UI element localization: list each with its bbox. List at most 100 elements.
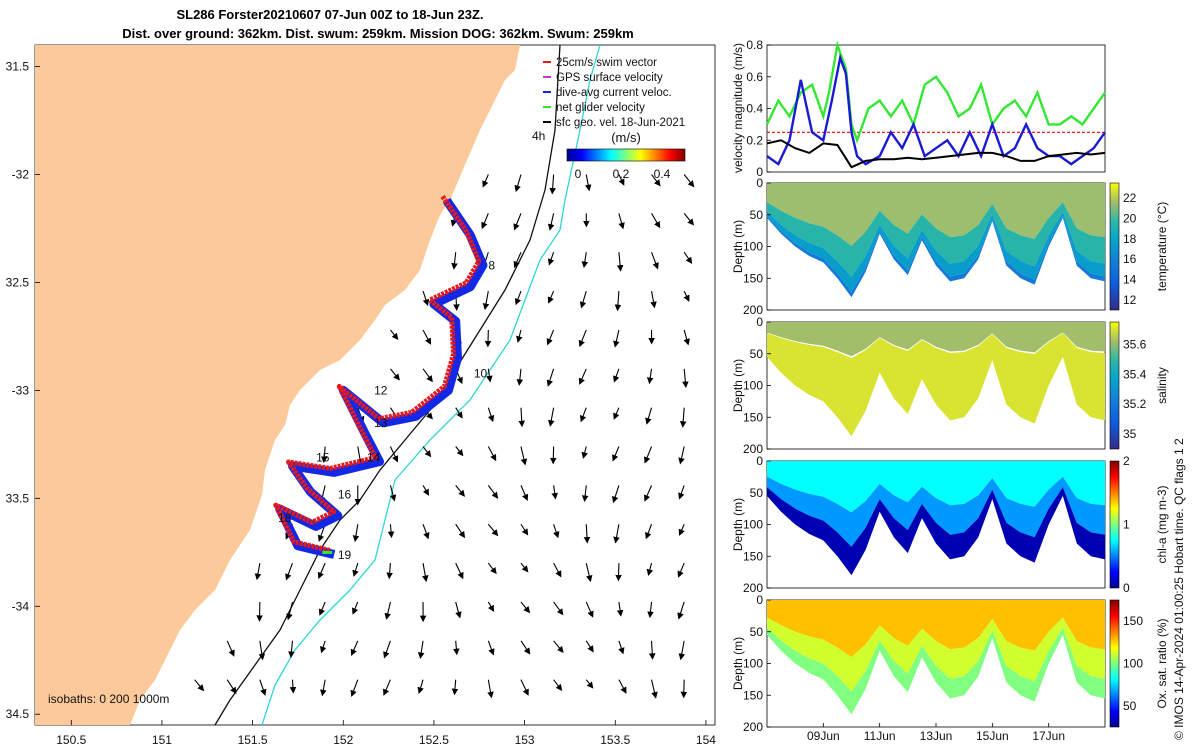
current-arrow [487, 407, 495, 423]
current-arrow [683, 174, 695, 188]
current-arrow [417, 640, 425, 660]
current-arrow [453, 640, 460, 656]
current-arrow [578, 329, 587, 348]
map-colorbar-label: (m/s) [611, 130, 641, 145]
section-x-tick-label: 13Jun [920, 729, 953, 743]
current-arrow [286, 601, 294, 621]
current-arrow [352, 524, 360, 543]
current-arrow [455, 407, 463, 419]
section-colorbar-tick: 35.2 [1123, 397, 1147, 411]
waypoint-labels: 8 10 12 13 14 15 16 18 19 [278, 259, 495, 562]
map-legend: 25cm/s swim vector GPS surface velocity … [543, 57, 685, 129]
section-ylabel: Depth (m) [731, 637, 745, 690]
current-arrow [647, 601, 654, 619]
map-y-tick-label: 31.5 [6, 60, 30, 74]
credit-text: © IMOS 14-Apr-2024 01:00:25 Hobart time.… [1172, 438, 1186, 740]
current-arrow [579, 290, 587, 309]
current-arrow [553, 679, 563, 692]
current-arrow [585, 679, 594, 689]
section-colorbar [1109, 460, 1120, 589]
current-arrow [683, 251, 693, 264]
section-panel-chlorophyll: 0 50 100 150 200 Depth (m) 0 1 2 chl-a (mg m-3) [731, 454, 1169, 595]
current-arrow [616, 252, 624, 272]
section-y-tick-label: 100 [743, 379, 763, 393]
waypoint-label: 18 [278, 511, 292, 525]
map-colorbar: (m/s) 0 0.2 0.4 [566, 130, 686, 181]
current-arrow [317, 562, 326, 580]
current-arrow [546, 368, 555, 387]
section-colorbar-label: chl-a (mg m-3) [1155, 485, 1169, 563]
current-arrow [585, 640, 594, 653]
current-arrow [422, 290, 430, 307]
section-colorbar-tick: 100 [1123, 657, 1143, 671]
map-colorbar-tick-2: 0.4 [654, 167, 671, 181]
current-arrow [194, 679, 205, 692]
current-arrow [520, 485, 529, 501]
current-arrow [648, 640, 656, 660]
current-arrow [352, 562, 359, 577]
current-arrow-field [194, 174, 695, 699]
section-colorbar-tick: 2 [1123, 454, 1130, 468]
section-x-tick-label: 09Jun [807, 729, 840, 743]
map-y-tick-label: 32.5 [6, 275, 30, 289]
current-arrow [422, 368, 433, 383]
current-arrow [487, 679, 494, 699]
current-arrow [486, 368, 493, 383]
velocity-series-line [766, 139, 1106, 169]
velocity-y-tick-label: 0.4 [746, 102, 763, 116]
section-y-tick-label: 150 [743, 410, 763, 424]
current-arrow [651, 174, 661, 187]
land-mass [35, 45, 520, 725]
section-colorbar-label: temperature (°C) [1155, 202, 1169, 292]
current-arrow [644, 485, 653, 502]
section-x-tick-label: 17Jun [1032, 729, 1065, 743]
section-y-tick-label: 100 [743, 240, 763, 254]
current-arrow [585, 562, 593, 583]
current-arrow [613, 329, 620, 348]
map-x-tick-label: 151 [152, 733, 172, 747]
section-colorbar-tick: 50 [1123, 699, 1137, 713]
map-y-tick-label: 34.5 [6, 707, 30, 721]
velocity-series [765, 40, 1106, 169]
current-arrow [487, 523, 499, 537]
waypoint-label: 19 [338, 548, 352, 562]
current-arrow [584, 174, 592, 192]
map-x-tick-label: 150.5 [56, 733, 86, 747]
current-arrow [578, 368, 587, 385]
current-arrow [646, 562, 654, 577]
current-arrow [389, 446, 399, 463]
section-y-tick-label: 150 [743, 271, 763, 285]
current-arrow [553, 640, 564, 654]
current-arrow [645, 524, 653, 540]
section-y-tick-label: 200 [743, 720, 763, 734]
section-y-tick-label: 200 [743, 581, 763, 595]
section-layer [767, 211, 1105, 292]
current-arrow [644, 446, 653, 464]
map-y-tick-label: 33.5 [6, 491, 30, 505]
current-arrow [487, 562, 497, 575]
current-arrow [514, 290, 522, 306]
current-arrow [387, 524, 395, 539]
current-arrow [553, 562, 562, 578]
current-arrow [389, 368, 400, 381]
current-arrow [482, 174, 489, 188]
glider-track [273, 194, 488, 559]
section-y-tick-label: 150 [743, 688, 763, 702]
current-arrow [579, 407, 587, 423]
current-arrow [451, 679, 459, 696]
section-y-tick-label: 0 [756, 593, 763, 607]
current-arrow [226, 640, 235, 657]
current-arrow [455, 523, 466, 539]
current-arrow [614, 291, 622, 312]
current-arrow [289, 679, 297, 694]
age-label: 4h [532, 129, 545, 143]
current-arrow [551, 485, 558, 500]
current-arrow [389, 329, 399, 340]
current-arrow [547, 252, 555, 266]
current-arrow [613, 407, 620, 420]
isobath-200m [214, 44, 561, 726]
section-layer [767, 487, 1105, 576]
section-y-tick-label: 50 [750, 625, 764, 639]
velocity-y-tick-label: 0.8 [746, 38, 763, 52]
